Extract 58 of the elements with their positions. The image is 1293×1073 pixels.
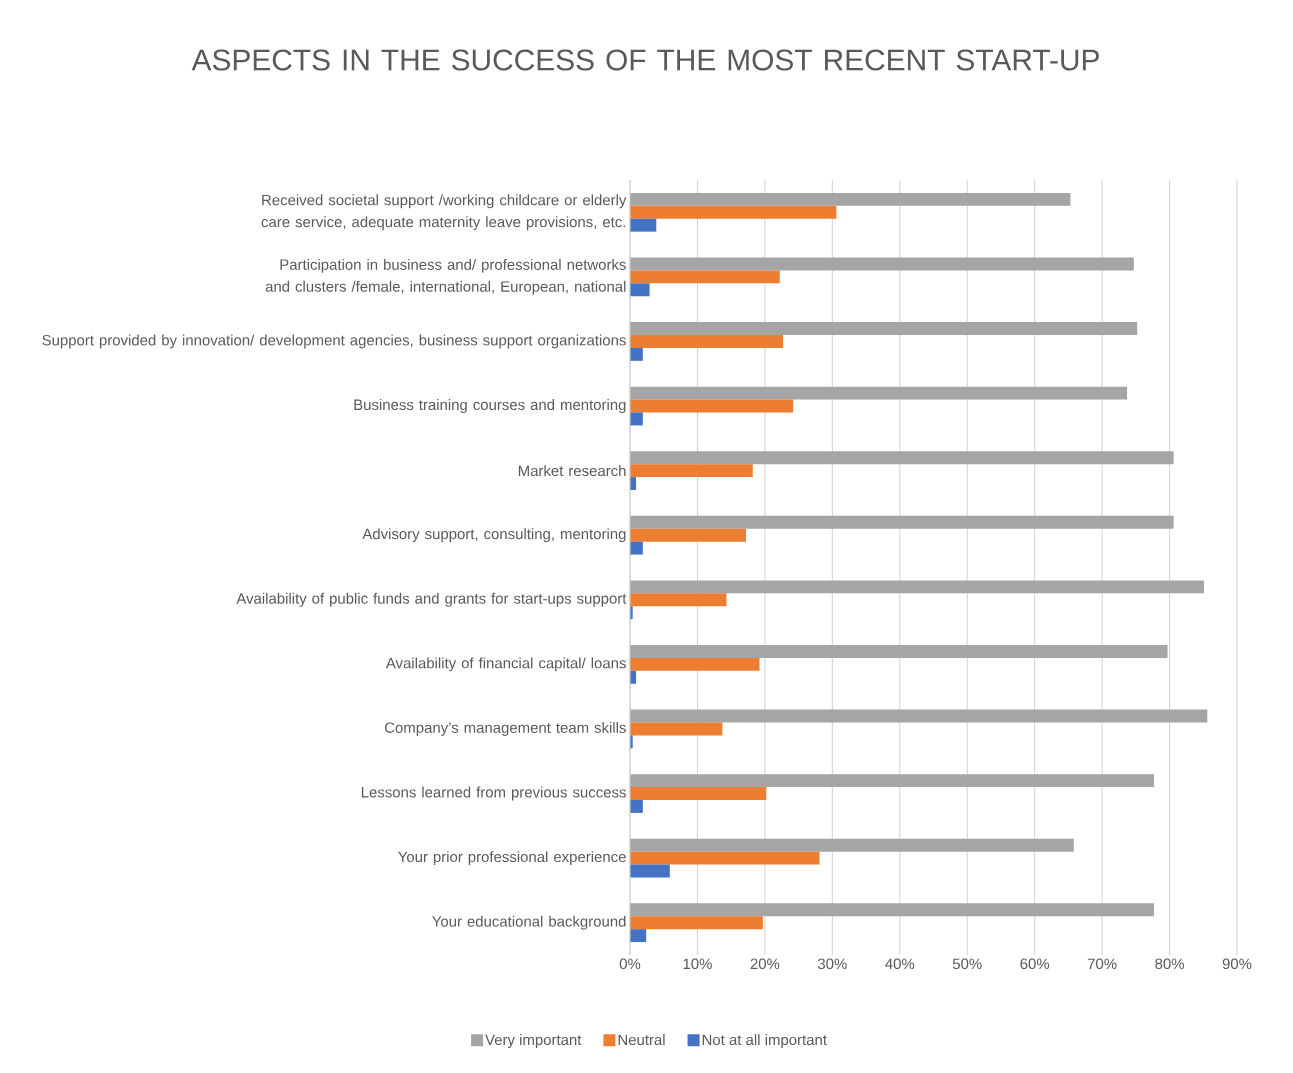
bar xyxy=(630,451,1174,465)
bar xyxy=(630,541,643,555)
y-tick-label: Support provided by innovation/ development agencies, business support organizations xyxy=(42,334,626,349)
bar xyxy=(630,218,657,232)
bar xyxy=(630,903,1155,917)
x-tick-label: 10% xyxy=(683,958,712,970)
bar xyxy=(630,515,1174,529)
x-tick-label: 30% xyxy=(817,958,847,970)
y-tick-label: Participation in business and/ professional networks and clusters /female, international, European, national xyxy=(265,258,626,295)
bar xyxy=(630,800,643,813)
y-tick-label: Market research xyxy=(518,465,626,477)
bar xyxy=(630,580,1204,594)
bar xyxy=(630,386,1128,400)
bar xyxy=(630,528,747,542)
bar xyxy=(630,657,760,671)
bar xyxy=(630,864,670,878)
x-tick-label: 70% xyxy=(1087,958,1117,970)
bar xyxy=(630,851,820,865)
legend-label: Very important xyxy=(485,1034,582,1049)
bar xyxy=(630,347,643,361)
bar xyxy=(630,322,1138,335)
bar xyxy=(630,283,650,297)
bar xyxy=(630,192,1071,206)
bar xyxy=(630,205,837,219)
chart-title: ASPECTS IN THE SUCCESS OF THE MOST RECENT START-UP xyxy=(191,49,1099,71)
x-tick-label: 0% xyxy=(619,958,641,970)
bar xyxy=(630,412,643,426)
x-tick-label: 80% xyxy=(1155,958,1184,970)
bar xyxy=(630,270,780,284)
y-tick-label: Company’s management team skills xyxy=(385,721,626,736)
bar xyxy=(630,334,784,348)
bar xyxy=(630,593,727,607)
y-tick-label: Received societal support /working childcare or elderly care service, adequate maternity leave provisions, etc. xyxy=(261,194,627,231)
x-tick-label: 90% xyxy=(1222,958,1252,970)
x-tick-label: 40% xyxy=(885,958,915,970)
x-tick-label: 60% xyxy=(1020,958,1050,970)
y-tick-label: Business training courses and mentoring xyxy=(354,399,626,413)
x-tick-label: 20% xyxy=(750,958,780,970)
bar xyxy=(630,929,647,943)
bar xyxy=(630,399,794,413)
x-tick-label: 50% xyxy=(952,958,982,970)
y-tick-label: Availability of public funds and grants for start-ups support xyxy=(236,592,627,607)
bar xyxy=(630,257,1134,271)
bar xyxy=(630,722,723,736)
bar xyxy=(630,644,1168,658)
y-tick-label: Your educational background xyxy=(432,915,626,930)
bar xyxy=(630,838,1074,852)
bar xyxy=(630,916,763,930)
y-tick-label: Advisory support, consulting, mentoring xyxy=(362,528,626,543)
bar xyxy=(630,709,1208,723)
y-tick-label: Availability of financial capital/ loans xyxy=(385,657,626,672)
bar xyxy=(630,464,753,478)
y-tick-label: Your prior professional experience xyxy=(398,851,626,866)
y-tick-label: Lessons learned from previous success xyxy=(361,786,626,801)
legend-label: Not at all important xyxy=(702,1034,827,1049)
bar xyxy=(630,774,1155,788)
legend-label: Neutral xyxy=(618,1034,665,1046)
bar xyxy=(630,787,767,800)
